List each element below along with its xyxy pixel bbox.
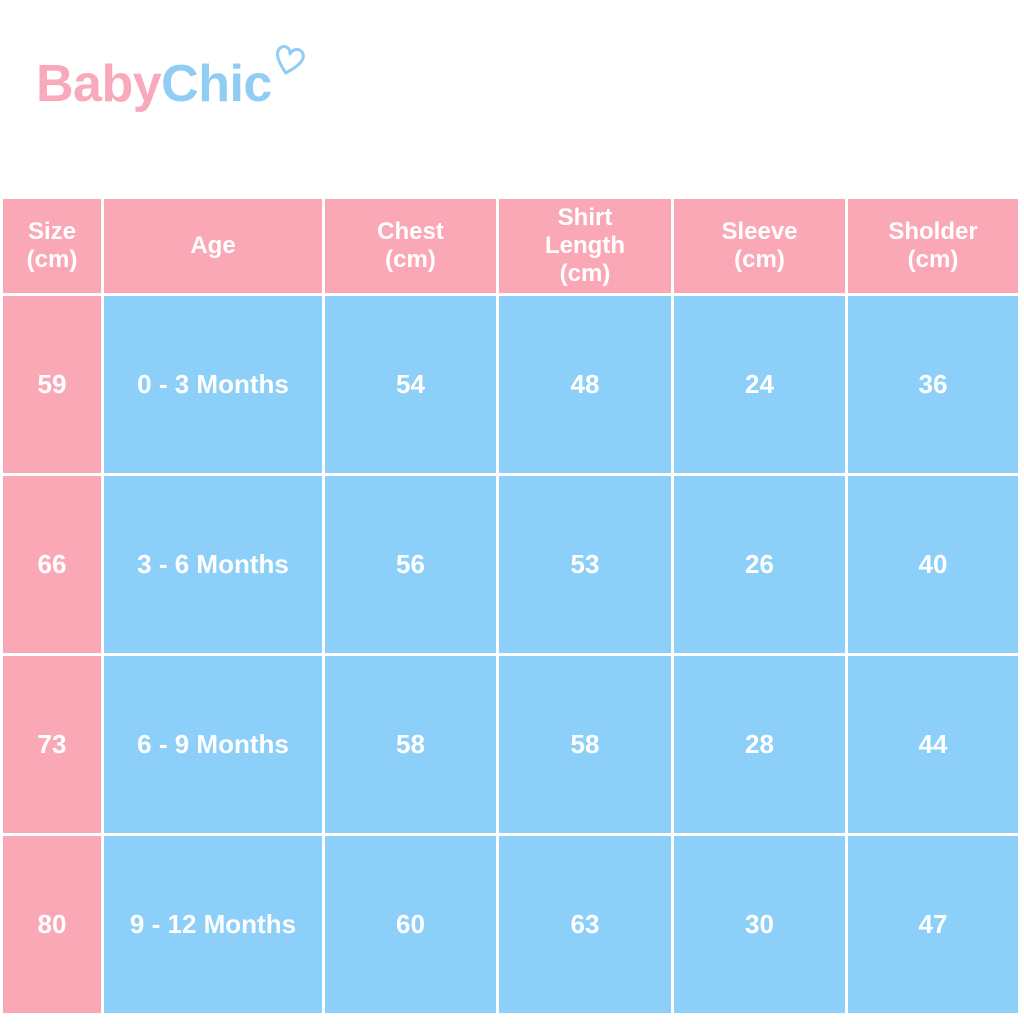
size-cell: 80	[3, 836, 101, 1013]
age-cell: 6 - 9 Months	[104, 656, 322, 833]
shirt-length-cell: 58	[499, 656, 671, 833]
heart-icon	[276, 45, 305, 75]
brand-name-baby: Baby	[36, 55, 162, 113]
shoulder-cell: 36	[848, 296, 1018, 473]
chest-cell: 60	[325, 836, 496, 1013]
header-cell-sholder: Sholder (cm)	[848, 199, 1018, 293]
chest-cell: 56	[325, 476, 496, 653]
chest-cell: 58	[325, 656, 496, 833]
age-cell: 3 - 6 Months	[104, 476, 322, 653]
header-cell-size: Size (cm)	[3, 199, 101, 293]
header-cell-sleeve: Sleeve (cm)	[674, 199, 845, 293]
sleeve-cell: 30	[674, 836, 845, 1013]
size-cell: 66	[3, 476, 101, 653]
shirt-length-cell: 48	[499, 296, 671, 473]
size-chart-table: Size (cm) Age Chest (cm) Shirt Length (c…	[3, 199, 1018, 1016]
brand-logo: BabyChic	[36, 45, 305, 113]
size-cell: 59	[3, 296, 101, 473]
shoulder-cell: 47	[848, 836, 1018, 1013]
brand-name-chic: Chic	[161, 55, 272, 113]
header-cell-chest: Chest (cm)	[325, 199, 496, 293]
sleeve-cell: 24	[674, 296, 845, 473]
header-cell-shirt-length: Shirt Length (cm)	[499, 199, 671, 293]
shirt-length-cell: 63	[499, 836, 671, 1013]
shirt-length-cell: 53	[499, 476, 671, 653]
size-cell: 73	[3, 656, 101, 833]
sleeve-cell: 26	[674, 476, 845, 653]
header-cell-age: Age	[104, 199, 322, 293]
sleeve-cell: 28	[674, 656, 845, 833]
age-cell: 9 - 12 Months	[104, 836, 322, 1013]
shoulder-cell: 44	[848, 656, 1018, 833]
chest-cell: 54	[325, 296, 496, 473]
age-cell: 0 - 3 Months	[104, 296, 322, 473]
shoulder-cell: 40	[848, 476, 1018, 653]
